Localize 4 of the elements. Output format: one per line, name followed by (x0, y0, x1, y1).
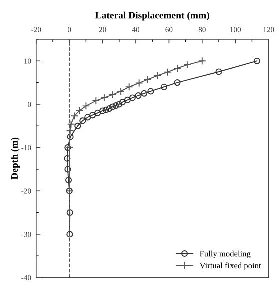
x-axis-title: Lateral Displacement (mm) (96, 12, 210, 21)
legend-label: Fully modeling (200, 250, 251, 258)
legend-label: Virtual fixed point (200, 262, 262, 270)
y-axis-title: Depth (m) (11, 138, 20, 180)
